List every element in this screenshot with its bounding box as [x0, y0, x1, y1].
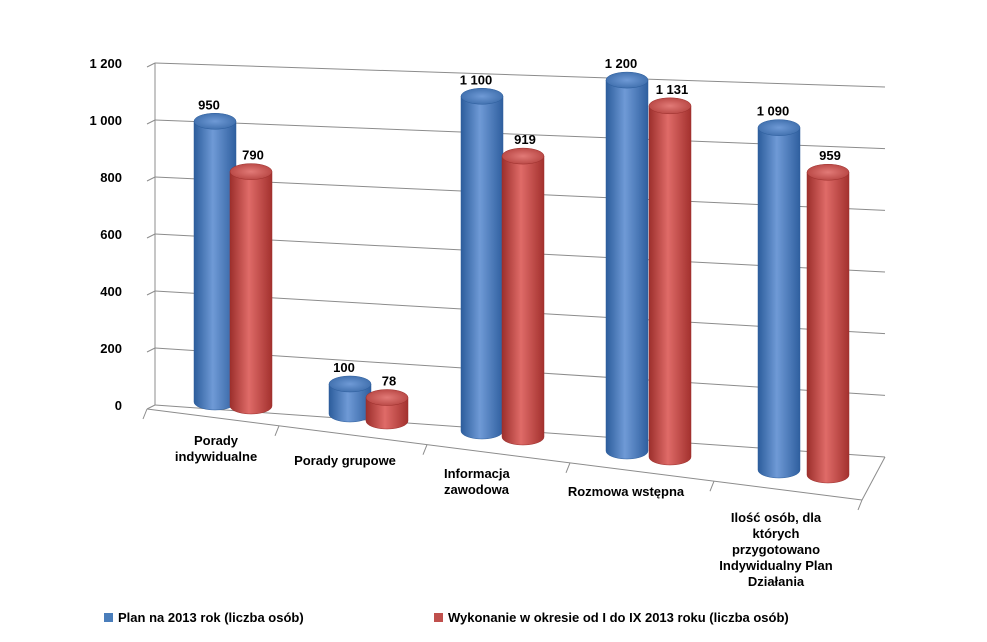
bar-wykonanie — [648, 97, 692, 466]
x-category-label: Informacja zawodowa — [444, 466, 510, 497]
bar-wykonanie — [501, 147, 545, 446]
x-tick-mark — [142, 408, 148, 420]
data-label: 1 200 — [605, 56, 638, 71]
gridline-depth — [146, 290, 156, 296]
x-tick-mark — [422, 444, 428, 455]
axes — [142, 63, 886, 511]
legend-label-plan: Plan na 2013 rok (liczba osób) — [118, 610, 304, 625]
floor-side-edge — [861, 456, 886, 501]
x-tick-mark — [274, 425, 280, 436]
x-category-label: Porady grupowe — [294, 453, 396, 468]
gridline-depth — [146, 62, 156, 68]
data-label: 959 — [819, 148, 841, 163]
x-tick-mark — [709, 480, 715, 492]
bar-plan — [757, 119, 801, 479]
data-label: 100 — [333, 360, 355, 375]
data-label: 78 — [382, 374, 396, 389]
legend-item-plan: Plan na 2013 rok (liczba osób) — [104, 610, 304, 625]
y-tick-label: 600 — [100, 227, 122, 242]
bar-wykonanie — [229, 163, 273, 415]
data-label: 790 — [242, 148, 264, 163]
x-category-label: Ilość osób, dla których przygotowano Ind… — [719, 510, 833, 589]
y-axis-ticks: 0 200 400 600 800 1 000 1 200 — [89, 56, 122, 413]
gridline-depth — [146, 176, 156, 182]
gridline-depth — [146, 233, 156, 239]
data-label: 1 090 — [757, 104, 790, 119]
x-axis-line — [146, 408, 863, 501]
gridline — [154, 62, 886, 88]
bar-plan — [605, 71, 649, 460]
x-tick-mark — [857, 499, 863, 511]
y-tick-label: 0 — [115, 398, 122, 413]
legend-label-wykonanie: Wykonanie w okresie od I do IX 2013 roku… — [448, 610, 789, 625]
x-tick-mark — [565, 462, 571, 474]
y-tick-label: 800 — [100, 170, 122, 185]
bar-plan — [328, 375, 372, 423]
data-label: 950 — [198, 97, 220, 112]
y-tick-label: 1 000 — [89, 113, 122, 128]
y-tick-label: 400 — [100, 284, 122, 299]
y-tick-label: 200 — [100, 341, 122, 356]
legend-item-wykonanie: Wykonanie w okresie od I do IX 2013 roku… — [434, 610, 789, 625]
data-label: 1 100 — [460, 72, 493, 87]
y-tick-label: 1 200 — [89, 56, 122, 71]
x-category-label: Porady indywidualne — [174, 433, 258, 464]
bar-wykonanie — [806, 163, 850, 484]
bar-plan — [193, 113, 237, 411]
bar-wykonanie — [365, 389, 409, 430]
data-label: 919 — [514, 132, 536, 147]
x-category-label: Rozmowa wstępna — [567, 484, 685, 499]
legend-swatch-plan — [104, 613, 113, 622]
bar-plan — [460, 88, 504, 440]
gridline-depth — [146, 119, 156, 125]
bars — [193, 71, 850, 484]
data-label: 1 131 — [656, 82, 689, 97]
gridline-depth — [146, 347, 156, 353]
data-labels: 950 100 1 100 1 200 1 090 790 78 919 1 131 959 — [198, 56, 841, 388]
gridline-depth — [146, 404, 156, 410]
legend-swatch-wykonanie — [434, 613, 443, 622]
